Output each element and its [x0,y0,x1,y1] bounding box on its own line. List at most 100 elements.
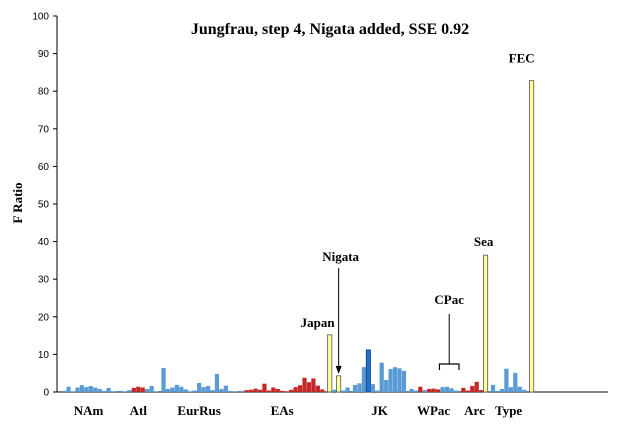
bar [513,372,518,392]
bar [183,389,188,392]
annotation-japan: Japan [301,315,336,330]
bar [161,367,166,392]
bar [79,385,84,392]
bar [75,387,80,392]
bar [253,388,258,392]
bar [315,385,320,392]
bar [240,390,245,392]
bar [149,385,154,392]
bar [210,390,215,392]
bar [365,349,371,393]
annotation-cpac: CPac [434,292,464,307]
bar [529,80,535,393]
bar [490,384,496,392]
annotation-layer: FEC Sea Japan Nigata CPac [301,51,535,374]
bar [97,388,102,392]
annotation-fec: FEC [509,51,535,66]
bar [140,387,145,392]
bar [508,387,513,392]
bar [174,384,179,392]
bar [474,381,479,392]
y-tick-label: 100 [32,12,49,23]
bar [297,385,303,392]
bar [219,388,224,392]
bars-layer [62,80,535,393]
bar [345,387,350,392]
bar [336,375,342,393]
bar [370,384,375,392]
x-group-label: Type [495,403,522,418]
y-tick-label: 50 [38,200,50,211]
axes-layer: 0 10 20 30 40 50 60 70 80 90 100 [32,12,608,399]
bar [201,387,206,392]
bar [84,387,89,392]
nigata-arrow-head [335,365,342,374]
bar [257,389,263,392]
bar [131,387,136,392]
y-tick-label: 20 [38,312,50,323]
bar [479,390,484,392]
bar [311,378,316,392]
bar [470,385,475,392]
bar [379,362,384,392]
cpac-bracket [438,363,460,370]
y-tick-label: 90 [38,49,50,60]
bar [223,385,228,392]
bar [327,334,333,393]
bar [127,390,132,392]
bar [275,388,280,392]
bar [332,389,337,392]
y-axis-title: F Ratio [10,182,25,223]
bar [271,387,276,392]
bar [165,388,171,392]
bar [280,390,285,392]
bar [436,389,441,392]
bar [352,384,358,392]
bar [70,391,76,392]
bar [306,382,312,392]
bar [465,390,470,392]
x-group-label: NAm [74,403,104,418]
bar [320,389,325,392]
bar [431,388,436,392]
y-tick-label: 40 [38,237,50,248]
annotation-sea: Sea [474,234,494,249]
bar [102,390,107,392]
bar [422,390,427,392]
x-group-label: Atl [130,403,148,418]
bar [192,390,197,392]
bar [106,387,111,392]
bar [517,386,522,392]
bar [401,370,407,392]
bar [461,387,466,392]
bar [170,387,175,392]
bar [418,386,423,392]
bar [499,388,505,392]
x-group-label: Arc [464,403,485,418]
bar [232,391,237,392]
bar [453,390,458,392]
bar [495,390,500,392]
bar [93,387,98,392]
bar [427,388,432,392]
bar [249,389,254,392]
bar [110,391,116,392]
y-tick-label: 10 [38,350,50,361]
y-tick-label: 70 [38,124,50,135]
bar [409,388,414,392]
bar [145,388,150,392]
bar [357,383,362,392]
bar [440,387,445,392]
bar [214,373,220,392]
x-group-label: WPac [417,403,450,418]
chart-title: Jungfrau, step 4, Nigata added, SSE 0.92 [191,21,469,38]
bar [504,368,509,392]
bar [289,389,294,392]
annotation-nigata: Nigata [322,249,359,264]
bar [66,386,71,392]
bar [444,386,450,392]
bar [302,377,307,392]
bar [375,390,380,392]
